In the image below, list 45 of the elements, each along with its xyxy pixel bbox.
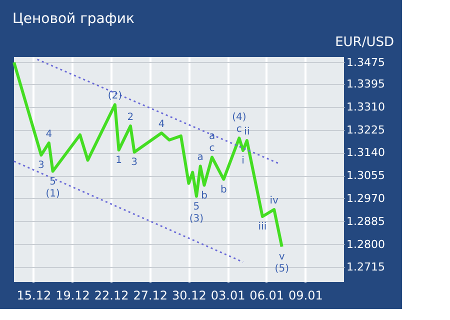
annotation: 4 [158, 118, 165, 130]
annotation: 3 [131, 157, 138, 168]
y-tick-label: 1.3475 [346, 56, 385, 69]
annotation: 1 [116, 154, 122, 166]
y-tick-label: 1.3055 [346, 169, 385, 182]
annotation: 5 [50, 176, 56, 188]
annotation: i [242, 156, 244, 167]
x-tick-label: 22.12 [94, 288, 129, 302]
annotation: a [197, 152, 204, 164]
x-tick-label: 30.12 [172, 288, 206, 302]
y-tick-label: 1.2885 [346, 214, 385, 228]
x-tick-label: 19.12 [56, 288, 90, 302]
y-tick-label: 1.2970 [346, 192, 385, 205]
x-tick-label: 15.12 [16, 288, 52, 302]
annotation: c [236, 124, 242, 136]
line-series [12, 60, 284, 248]
annotation: 3 [38, 160, 44, 172]
y-tick-label: 1.3225 [346, 123, 385, 136]
annotation: b [220, 184, 227, 196]
annotation: a [208, 131, 216, 142]
x-tick-label: 03.01 [210, 288, 246, 302]
annotation: (1) [46, 188, 60, 200]
annotation: c [209, 143, 215, 154]
chart-title: Ценовой график [12, 11, 134, 27]
annotation: (3) [189, 213, 204, 224]
annotation: 2 [127, 112, 134, 123]
annotation: iv [270, 196, 279, 207]
annotation: ii [244, 126, 250, 138]
annotation: 4 [46, 128, 52, 140]
x-tick-label: 27.12 [133, 288, 168, 302]
x-tick-label: 06.01 [250, 288, 284, 302]
annotation: (5) [274, 264, 290, 275]
annotation: iii [258, 222, 267, 233]
y-tick-label: 1.3395 [346, 77, 385, 90]
y-tick-label: 1.3310 [346, 100, 385, 114]
annotation: b [201, 190, 208, 202]
y-tick-label: 1.3140 [346, 146, 385, 160]
y-tick-label: 1.2800 [346, 238, 385, 251]
chart-subtitle: EUR/USD [335, 35, 394, 50]
x-tick-label: 09.01 [288, 288, 323, 302]
annotation: v [278, 252, 285, 263]
annotation: (4) [232, 112, 246, 124]
y-tick-label: 1.2715 [346, 260, 385, 274]
annotation: 5 [193, 201, 200, 212]
annotation: (2) [108, 90, 122, 102]
